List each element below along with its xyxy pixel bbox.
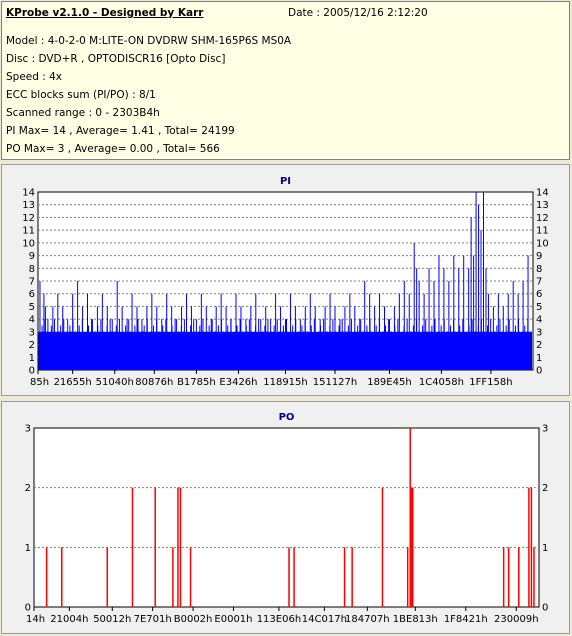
- info-panel: KProbe v2.1.0 - Designed by Karr Date : …: [1, 1, 570, 160]
- x-tick-label: 14h: [26, 614, 45, 625]
- x-tick-label: 118915h: [263, 377, 308, 388]
- x-tick-label: 1FF158h: [469, 377, 512, 388]
- scan-date: Date : 2005/12/16 2:12:20: [288, 7, 428, 19]
- y-tick-label-right: 14: [536, 188, 549, 199]
- y-tick-label-right: 7: [536, 277, 542, 288]
- info-pi-stats: PI Max= 14 , Average= 1.41 , Total= 2419…: [6, 125, 235, 137]
- y-tick-label-right: 1: [542, 543, 548, 554]
- x-tick-label: 1BE813h: [393, 614, 438, 625]
- x-tick-label: 21004h: [50, 614, 88, 625]
- x-tick-label: 50012h: [93, 614, 131, 625]
- x-tick-label: 85h: [30, 377, 49, 388]
- x-tick-label: 7E701h: [134, 614, 172, 625]
- y-tick-label-right: 4: [536, 315, 542, 326]
- chart-title: PI: [280, 176, 291, 187]
- info-range: Scanned range : 0 - 2303B4h: [6, 107, 160, 119]
- x-tick-label: 113E06h: [257, 614, 301, 625]
- y-tick-label-left: 2: [29, 340, 35, 351]
- pi-chart-panel: PI 0 0 1 1 2 2 3 3 4 4 5 5 6 6 7 7 8 8 9 9 10 10 11 11 12 12 13 13 14…: [1, 164, 570, 396]
- y-tick-label-left: 0: [29, 366, 35, 377]
- y-tick-label-right: 2: [536, 340, 542, 351]
- x-tick-label: 151127h: [313, 377, 358, 388]
- y-tick-label-left: 1: [25, 543, 31, 554]
- y-tick-label-right: 10: [536, 238, 549, 249]
- y-tick-label-left: 9: [29, 251, 35, 262]
- x-tick-label: E3426h: [219, 377, 257, 388]
- y-tick-label-left: 14: [22, 188, 35, 199]
- x-tick-label: 1F8421h: [444, 614, 488, 625]
- y-tick-label-left: 3: [25, 424, 31, 435]
- po-chart-panel: PO 0 0 1 1 2 2 3 3 14h 21004h 50012h 7E701h B0002h E00…: [1, 401, 570, 634]
- x-tick-label: B1785h: [177, 377, 216, 388]
- y-tick-label-right: 12: [536, 213, 549, 224]
- y-tick-label-left: 12: [22, 213, 35, 224]
- y-tick-label-right: 6: [536, 289, 542, 300]
- info-model: Model : 4-0-2-0 M:LITE-ON DVDRW SHM-165P…: [6, 35, 292, 47]
- y-tick-label-left: 1: [29, 353, 35, 364]
- y-tick-label-right: 11: [536, 226, 549, 237]
- y-tick-label-right: 0: [542, 603, 548, 614]
- x-tick-label: 1C4058h: [419, 377, 464, 388]
- app-title: KProbe v2.1.0 - Designed by Karr: [6, 7, 204, 19]
- y-tick-label-left: 7: [29, 277, 35, 288]
- info-po-stats: PO Max= 3 , Average= 0.00 , Total= 566: [6, 143, 220, 155]
- y-tick-label-right: 3: [536, 327, 542, 338]
- x-tick-label: 21655h: [54, 377, 92, 388]
- y-tick-label-right: 13: [536, 200, 549, 211]
- y-tick-label-left: 3: [29, 327, 35, 338]
- info-ecc: ECC blocks sum (PI/PO) : 8/1: [6, 89, 156, 101]
- x-tick-label: 189E45h: [367, 377, 411, 388]
- y-tick-label-right: 8: [536, 264, 542, 275]
- y-tick-label-right: 9: [536, 251, 542, 262]
- y-tick-label-left: 6: [29, 289, 35, 300]
- x-tick-label: 80876h: [135, 377, 173, 388]
- info-speed: Speed : 4x: [6, 71, 63, 83]
- po-chart: PO 0 0 1 1 2 2 3 3 14h 21004h 50012h 7E701h B0002h E00…: [25, 412, 549, 625]
- x-tick-label: 14C017h: [302, 614, 347, 625]
- y-tick-label-right: 1: [536, 353, 542, 364]
- y-tick-label-left: 8: [29, 264, 35, 275]
- y-tick-label-right: 5: [536, 302, 542, 313]
- y-tick-label-right: 3: [542, 424, 548, 435]
- y-tick-label-left: 4: [29, 315, 35, 326]
- y-tick-label-right: 2: [542, 483, 548, 494]
- x-tick-label: E0001h: [214, 614, 252, 625]
- plot-area: [33, 427, 540, 608]
- y-tick-label-left: 13: [22, 200, 35, 211]
- y-tick-label-left: 10: [22, 238, 35, 249]
- y-tick-label-left: 5: [29, 302, 35, 313]
- y-tick-label-right: 0: [536, 366, 542, 377]
- y-tick-label-left: 11: [22, 226, 35, 237]
- y-tick-label-left: 2: [25, 483, 31, 494]
- chart-title: PO: [279, 412, 295, 423]
- x-tick-label: B0002h: [174, 614, 213, 625]
- y-tick-label-left: 0: [25, 603, 31, 614]
- x-tick-label: 230009h: [494, 614, 539, 625]
- info-disc: Disc : DVD+R , OPTODISCR16 [Opto Disc]: [6, 53, 226, 65]
- x-tick-label: 51040h: [96, 377, 134, 388]
- x-tick-label: 184707h: [345, 614, 390, 625]
